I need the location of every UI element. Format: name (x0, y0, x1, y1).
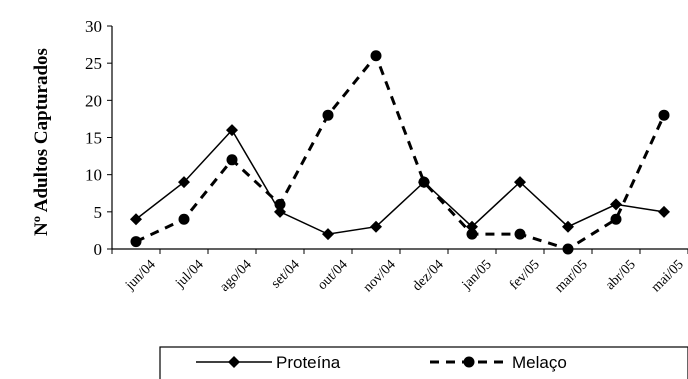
data-point-diamond (562, 220, 574, 233)
x-tick-label: set/04 (269, 257, 303, 291)
data-point-circle (322, 109, 334, 121)
data-point-circle (370, 50, 382, 62)
x-tick-label: ago/04 (217, 257, 255, 295)
x-tick-label: jan/05 (459, 257, 495, 293)
y-tick-label: 30 (85, 17, 102, 36)
y-tick-label: 5 (94, 203, 103, 222)
legend-label-proteina: Proteína (276, 353, 341, 372)
y-tick-label: 15 (85, 129, 102, 148)
data-point-diamond (226, 124, 238, 137)
data-point-circle (274, 198, 286, 210)
x-tick-label: dez/04 (410, 257, 447, 294)
series-line (135, 52, 666, 251)
series-melaco (130, 50, 670, 255)
legend-marker-diamond (228, 356, 240, 368)
y-tick-label: 10 (85, 166, 102, 185)
data-point-circle (514, 228, 526, 240)
axes (111, 26, 688, 250)
data-point-circle (466, 228, 478, 240)
data-point-circle (130, 236, 142, 248)
x-tick-label: mai/05 (649, 257, 687, 295)
series-proteina (130, 124, 670, 241)
data-point-diamond (514, 176, 526, 189)
data-point-circle (610, 213, 622, 225)
legend: Proteína Melaço (159, 346, 688, 379)
data-point-diamond (370, 220, 382, 233)
x-tick-label: fev/05 (507, 257, 543, 293)
series-line (135, 128, 665, 235)
data-point-circle (658, 109, 670, 121)
data-point-diamond (130, 213, 142, 226)
data-point-circle (562, 243, 574, 255)
x-tick-label: jul/04 (172, 257, 206, 291)
x-tick-label: jun/04 (122, 257, 159, 294)
y-tick-label: 20 (85, 91, 102, 110)
data-point-diamond (610, 198, 622, 211)
legend-marker-circle (463, 356, 475, 368)
legend-label-melaco: Melaço (512, 353, 567, 372)
data-point-circle (178, 213, 190, 225)
data-point-diamond (178, 176, 190, 189)
data-point-diamond (322, 228, 334, 241)
data-point-circle (226, 154, 238, 166)
x-tick-label: nov/04 (361, 257, 399, 295)
series-group (130, 50, 670, 255)
x-tick-label: mar/05 (552, 257, 591, 296)
x-ticks: jun/04 jul/04 ago/04 set/04 out/04 nov/04 dez/… (111, 249, 688, 296)
y-tick-label: 25 (85, 54, 102, 73)
y-tick-label: 0 (94, 240, 103, 259)
y-axis-label-group: Nº Adultos Capturados (31, 48, 52, 236)
x-tick-label: abr/05 (603, 257, 639, 293)
y-ticks: 0 5 10 15 20 25 30 (85, 17, 112, 259)
legend-box (159, 346, 688, 379)
data-point-diamond (658, 205, 670, 218)
y-axis-label: Nº Adultos Capturados (31, 48, 52, 236)
x-tick-label: out/04 (315, 257, 351, 293)
data-point-circle (418, 176, 430, 188)
